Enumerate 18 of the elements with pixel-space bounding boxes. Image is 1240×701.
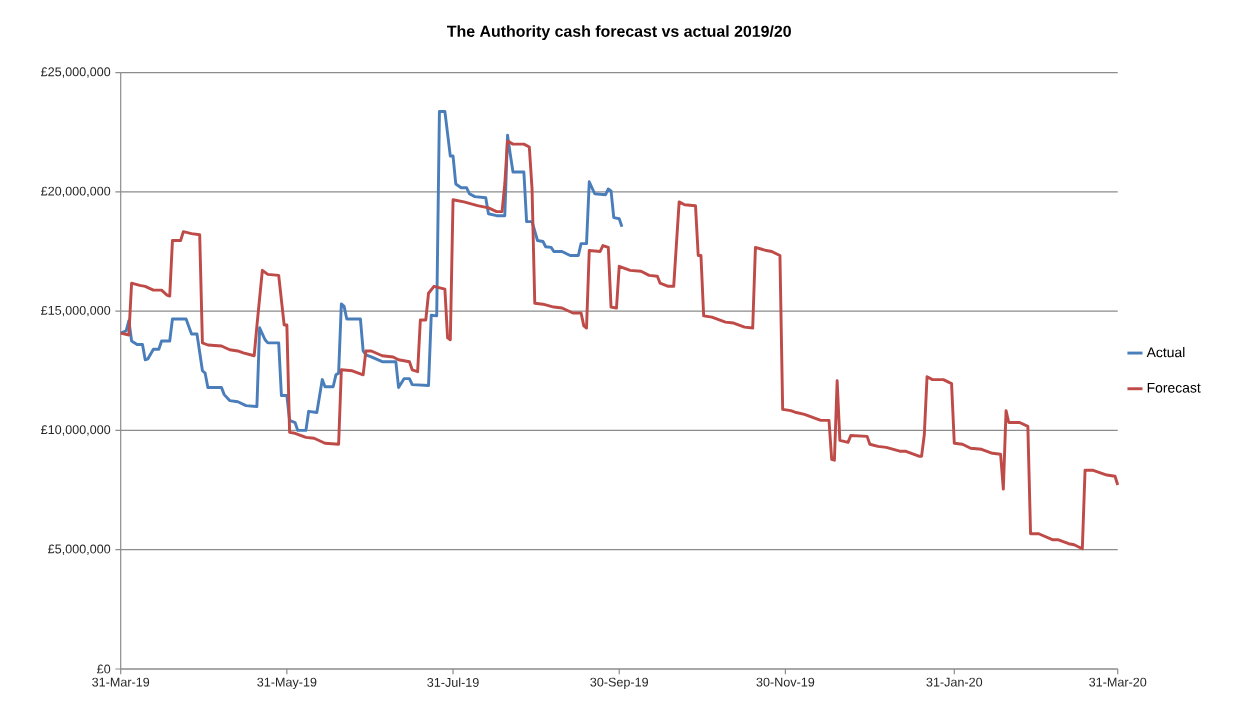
legend-label: Forecast <box>1147 383 1201 393</box>
legend-label: Actual <box>1146 347 1185 358</box>
x-tick-label: 31-Jul-19 <box>427 677 479 687</box>
x-tick-label: 31-Jan-20 <box>926 677 983 687</box>
x-tick-label: 31-May-19 <box>257 677 317 690</box>
line-series <box>119 139 1120 551</box>
x-tick-label: 31-Mar-19 <box>92 677 150 687</box>
y-tick-label: £5,000,000 <box>48 544 111 556</box>
line-series <box>119 110 624 432</box>
y-tick-label: £15,000,000 <box>41 306 111 317</box>
y-tick-label: £10,000,000 <box>41 425 111 436</box>
y-tick-label: £20,000,000 <box>41 186 111 198</box>
y-tick-label: £0 <box>97 664 111 674</box>
chart-title: The Authority cash forecast vs actual 2019/20 <box>447 25 791 41</box>
x-tick-label: 30-Sep-19 <box>590 677 649 690</box>
x-tick-label: 31-Mar-20 <box>1089 677 1147 687</box>
x-tick-label: 30-Nov-19 <box>756 677 815 687</box>
y-tick-label: £25,000,000 <box>41 67 111 78</box>
